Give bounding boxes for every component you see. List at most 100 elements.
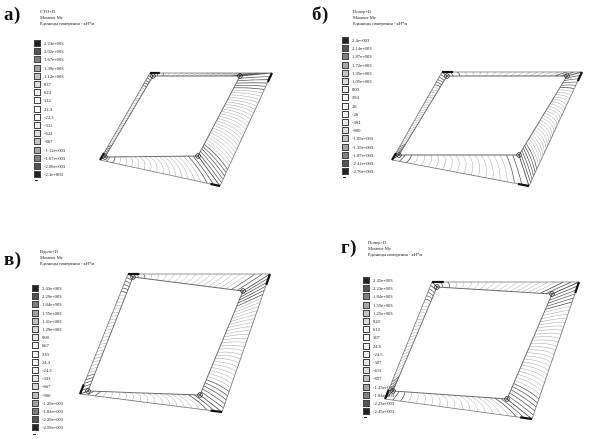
frame-axis [87,276,244,396]
moment-line [521,364,548,375]
legend-value: 26 [352,103,357,109]
legend-swatch [32,367,39,374]
moment-line [413,154,419,165]
legend-value: -1.84e+003 [373,392,395,398]
support-node-center [551,293,553,295]
legend-swatch [363,400,370,407]
moment-line [233,87,265,90]
moment-line [474,154,480,177]
moment-line [461,281,465,289]
moment-line [223,106,253,117]
moment-line [146,392,156,404]
legend-value: -24.3 [42,368,52,373]
moment-line [222,337,248,341]
moment-line [494,397,517,418]
legend-swatch [34,40,41,47]
legend-row: -2.76e+003 [342,168,412,176]
legend-swatch [34,154,41,162]
legend-value: 820 [373,319,380,324]
legend-swatch [32,317,39,325]
legend-swatch [363,326,370,334]
moment-line [208,134,234,157]
moment-line [170,393,185,408]
moment-line [446,394,456,409]
moment-line [545,301,573,310]
moment-line [92,360,101,363]
moment-line [426,295,433,300]
moment-line [227,322,254,328]
moment-line [118,156,121,165]
legend-value: 1.12e+003 [44,73,64,79]
moment-line [211,367,235,376]
moment-line [538,321,566,326]
moment-line [562,81,578,84]
legend-row: 394 [342,94,412,102]
moment-line [471,71,474,77]
legend-swatch [363,334,370,342]
support-node-center [392,390,394,392]
legend-row: 1.29e+003 [32,326,102,334]
moment-line [559,87,575,90]
legend-swatch [34,138,41,146]
moment-line [418,315,425,318]
moment-line [509,281,525,292]
moment-line [208,273,226,287]
peak-moment [517,182,530,188]
moment-line [433,87,439,90]
moment-diagram [99,71,273,188]
legend-swatch [363,277,370,284]
legend-swatch [34,113,41,121]
moment-line [176,393,193,409]
legend-value: 1.67e+003 [44,57,64,63]
support-node-center [197,155,199,157]
moment-line [214,125,241,143]
legend-swatch [342,168,349,176]
moment-line [540,119,553,136]
peak-moment [576,71,583,82]
moment-line [514,380,541,395]
support-node [396,152,402,158]
moment-line [423,302,430,306]
moment-line [96,349,105,352]
moment-line [200,151,224,180]
legend-value: -900 [42,392,51,398]
moment-line [212,364,237,372]
panel-d: г) Попер+D Момент Му Единицы измерения -… [307,219,614,438]
legend-value: 22.3 [44,106,53,112]
moment-line [522,147,535,176]
moment-line [550,103,564,113]
legend-row: 1.35e+003 [342,69,412,78]
legend-value: 800 [352,87,359,93]
moment-line [236,293,264,307]
moment-line [94,356,102,359]
legend-swatch [32,399,39,407]
support-node-center [87,390,89,392]
legend-value: 2.4e+003 [352,38,370,43]
moment-line [531,133,544,156]
moment-line [438,76,445,81]
moment-line [452,394,463,410]
moment-line [428,393,434,406]
legend-swatch [34,122,41,129]
panel-letter: г) [341,237,357,258]
moment-line [184,273,196,284]
panel-letter: а) [4,4,21,25]
moment-line [135,392,142,402]
moment-line [542,115,556,130]
legend-value: -2.58e+003 [42,425,64,431]
moment-line [427,97,434,100]
moment-line [230,314,256,322]
panel-b: б) Попер+D Момент Му Единицы измерения -… [307,0,614,219]
support-node-center [132,276,134,278]
legend-swatch [34,81,41,88]
legend-value: 2.29e+003 [42,294,62,300]
legend-value: 1.29e+003 [42,327,62,332]
panel-letter: б) [312,4,329,25]
legend-row: 800 [342,86,412,94]
moment-line [202,273,218,286]
moment-line [123,284,130,288]
moment-line [167,273,174,282]
moment-line [480,154,487,178]
moment-line [225,330,251,335]
legend-row: -1.84e+003 [363,391,433,400]
